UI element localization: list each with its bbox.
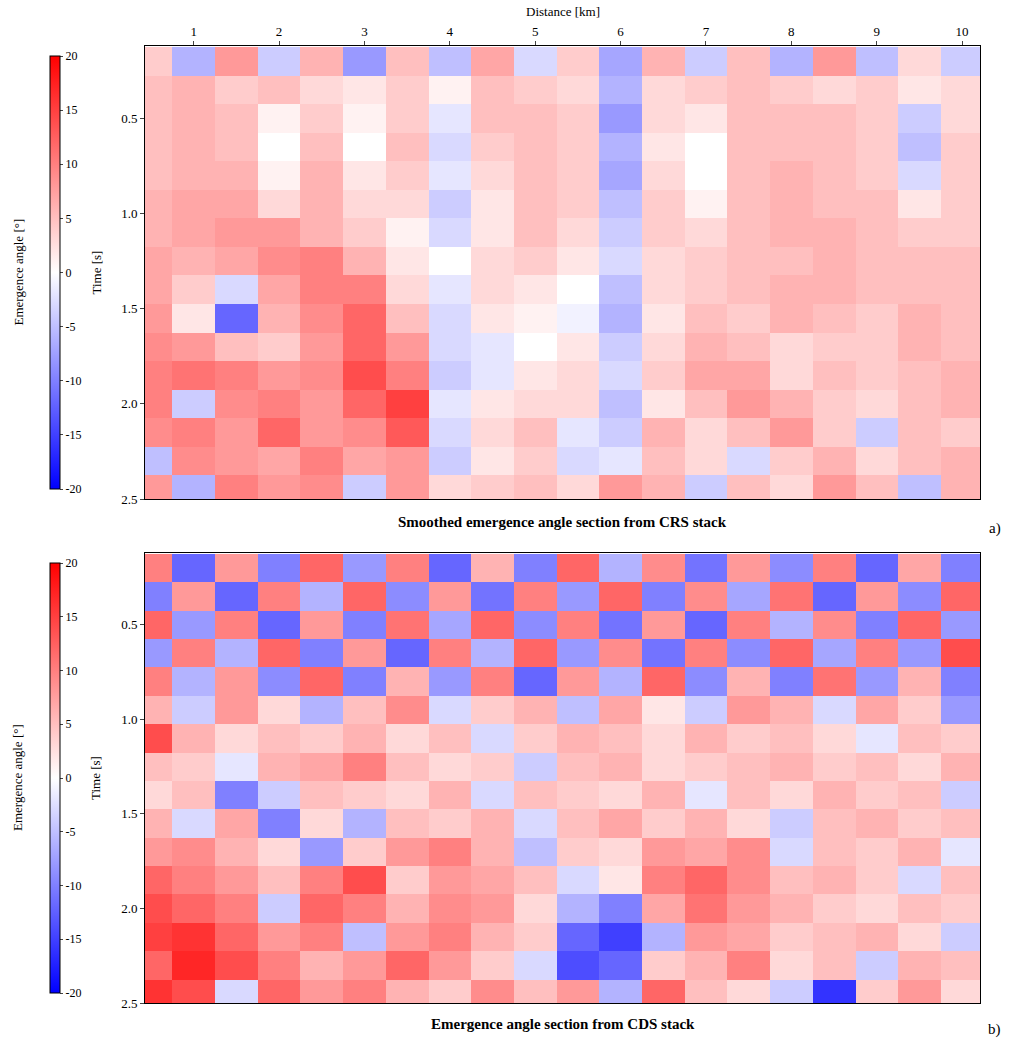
svg-text:8: 8 — [788, 24, 795, 39]
svg-text:-10: -10 — [65, 374, 81, 388]
svg-text:a): a) — [989, 520, 1001, 537]
svg-text:0.5: 0.5 — [121, 617, 137, 632]
svg-text:15: 15 — [65, 103, 77, 117]
svg-text:-5: -5 — [65, 320, 75, 334]
svg-text:Emergence angle section from C: Emergence angle section from CDS stack — [431, 1016, 695, 1032]
svg-text:1.5: 1.5 — [121, 806, 137, 821]
svg-text:2.0: 2.0 — [121, 901, 137, 916]
svg-text:Time [s]: Time [s] — [89, 251, 104, 295]
svg-text:5: 5 — [65, 717, 71, 731]
svg-text:20: 20 — [65, 556, 77, 570]
svg-text:1.0: 1.0 — [121, 206, 137, 221]
svg-text:Emergence angle [°]: Emergence angle [°] — [11, 219, 26, 326]
svg-text:2.0: 2.0 — [121, 396, 137, 411]
svg-text:-15: -15 — [65, 932, 81, 946]
svg-text:9: 9 — [873, 24, 880, 39]
svg-text:b): b) — [988, 1021, 1001, 1038]
svg-text:-5: -5 — [65, 825, 75, 839]
svg-text:10: 10 — [956, 24, 969, 39]
svg-text:Time [s]: Time [s] — [88, 756, 103, 800]
svg-text:4: 4 — [447, 24, 454, 39]
svg-text:Emergence angle [°]: Emergence angle [°] — [10, 724, 25, 831]
svg-text:10: 10 — [65, 157, 77, 171]
svg-text:1.0: 1.0 — [121, 712, 137, 727]
svg-text:5: 5 — [65, 212, 71, 226]
svg-text:-10: -10 — [65, 879, 81, 893]
svg-text:5: 5 — [532, 24, 539, 39]
svg-text:0: 0 — [65, 771, 71, 785]
svg-text:3: 3 — [361, 24, 368, 39]
svg-text:1: 1 — [190, 24, 197, 39]
svg-text:-20: -20 — [65, 482, 81, 496]
svg-text:0.5: 0.5 — [121, 111, 137, 126]
svg-text:Distance [km]: Distance [km] — [526, 4, 600, 19]
svg-text:0: 0 — [65, 266, 71, 280]
svg-text:20: 20 — [65, 49, 77, 63]
svg-text:6: 6 — [617, 24, 624, 39]
svg-text:-20: -20 — [65, 986, 81, 1000]
svg-text:Smoothed emergence angle secti: Smoothed emergence angle section from CR… — [398, 514, 727, 530]
svg-text:10: 10 — [65, 664, 77, 678]
svg-text:-15: -15 — [65, 428, 81, 442]
svg-text:2.5: 2.5 — [121, 492, 137, 507]
svg-text:15: 15 — [65, 610, 77, 624]
svg-text:7: 7 — [703, 24, 710, 39]
svg-text:1.5: 1.5 — [121, 301, 137, 316]
svg-text:2.5: 2.5 — [121, 996, 137, 1011]
svg-text:2: 2 — [276, 24, 283, 39]
